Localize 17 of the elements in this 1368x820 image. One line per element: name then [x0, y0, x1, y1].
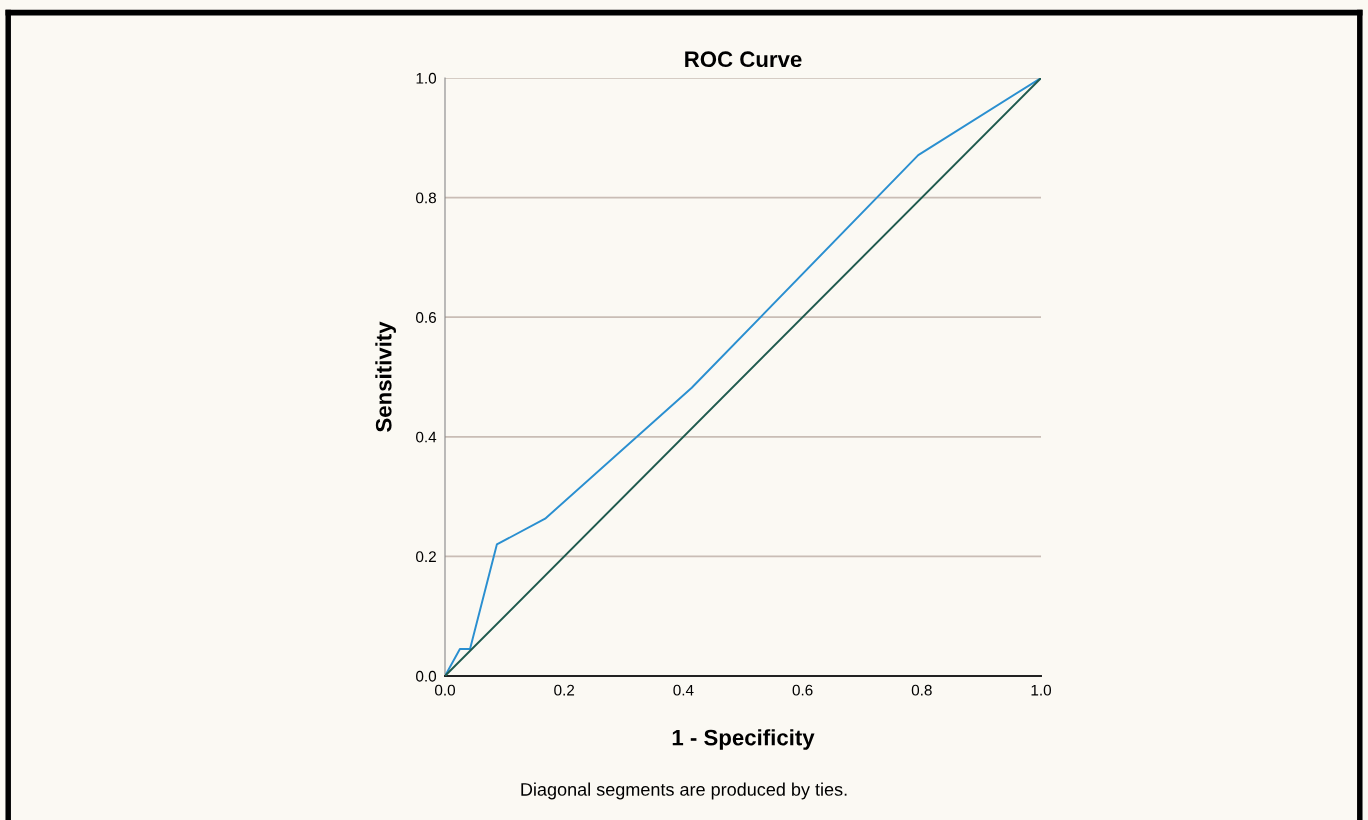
y-tick-label: 0.6 — [416, 312, 436, 323]
y-tick-label: 0.8 — [416, 192, 436, 204]
x-tick-label: 0.6 — [792, 684, 813, 696]
x-tick-label: 0.2 — [554, 684, 575, 696]
y-tick-label: 0.2 — [416, 551, 436, 563]
text: Diagonal segments are produced by ties. — [521, 782, 847, 800]
x-tick-label: 1.0 — [1031, 684, 1052, 696]
chart-title: ROC Curve — [685, 51, 802, 68]
x-tick-label: 0.0 — [434, 684, 456, 696]
y-tick-label: 0.4 — [416, 431, 437, 443]
x-tick-label: 0.4 — [673, 684, 694, 696]
y-tick-label: 1.0 — [416, 72, 437, 84]
y-tick-label: 0.0 — [416, 670, 437, 682]
x-tick-label: 0.8 — [911, 684, 932, 696]
line-series — [445, 78, 1041, 676]
x-axis-title: 1 - Specificity — [672, 729, 815, 750]
y-axis-title: Sensitivity — [375, 321, 396, 432]
